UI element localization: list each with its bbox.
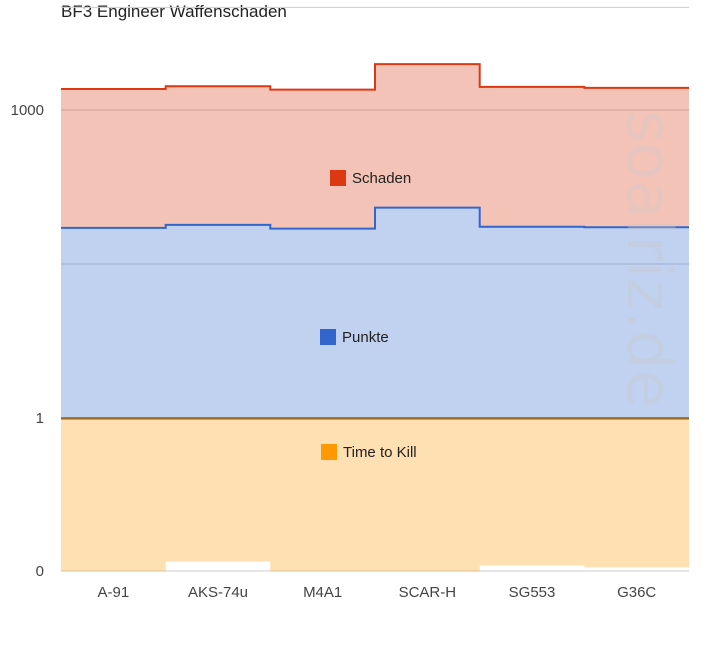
legend-swatch bbox=[321, 444, 337, 460]
x-tick-label: M4A1 bbox=[303, 584, 342, 601]
legend-item-punkte: Punkte bbox=[320, 329, 389, 346]
legend-swatch bbox=[320, 329, 336, 345]
y-tick-label: 0 bbox=[36, 563, 44, 580]
series-lines bbox=[61, 63, 689, 420]
area-fills bbox=[61, 64, 689, 572]
area-schaden bbox=[61, 64, 689, 229]
y-tick-label: 1000 bbox=[11, 102, 44, 119]
x-tick-label: A-91 bbox=[97, 584, 129, 601]
legend-label: Time to Kill bbox=[343, 444, 417, 461]
legend-label: Punkte bbox=[342, 329, 389, 346]
x-tick-label: SCAR-H bbox=[399, 584, 457, 601]
line-punkte bbox=[61, 206, 689, 230]
y-tick-label: 1 bbox=[36, 410, 44, 427]
line-schaden bbox=[61, 63, 689, 91]
legend-item-schaden: Schaden bbox=[330, 170, 411, 187]
gridlines bbox=[61, 6, 689, 572]
watermark-text: soalriz.de bbox=[613, 110, 686, 408]
area-time-to-kill bbox=[61, 418, 689, 572]
x-tick-label: G36C bbox=[617, 584, 656, 601]
legend-label: Schaden bbox=[352, 170, 411, 187]
legend-swatch bbox=[330, 170, 346, 186]
inline-legend: Schaden Punkte Time to Kill bbox=[320, 170, 417, 461]
x-tick-label: SG553 bbox=[509, 584, 556, 601]
x-tick-label: AKS-74u bbox=[188, 584, 248, 601]
area-punkte bbox=[61, 207, 689, 418]
legend-item-time-to-kill: Time to Kill bbox=[321, 444, 417, 461]
chart-title: BF3 Engineer Waffenschaden bbox=[61, 2, 287, 21]
axes: 0 1 1000 A-91 AKS-74u M4A1 SCAR-H SG553 G36C bbox=[11, 102, 657, 601]
